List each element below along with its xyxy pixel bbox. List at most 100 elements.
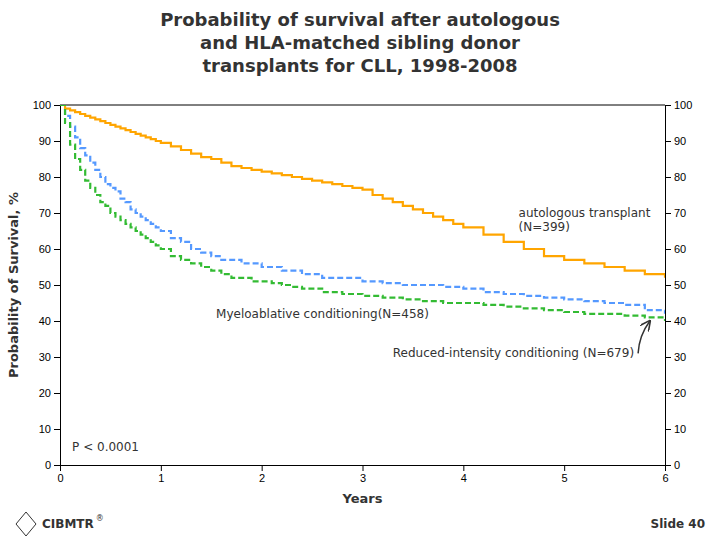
y2-axis: 0 10 20 30 40 50 60 70 80 90 100 bbox=[665, 99, 692, 471]
tick-label: 80 bbox=[674, 171, 686, 183]
tick-mark bbox=[665, 213, 671, 214]
series-label-line: Reduced-intensity conditioning (N=679) bbox=[393, 346, 634, 360]
tick: 50 bbox=[665, 279, 686, 291]
tick-label: 70 bbox=[674, 207, 686, 219]
tick-label: 60 bbox=[674, 243, 686, 255]
logo-diamond bbox=[16, 512, 36, 536]
tick-label: 60 bbox=[39, 243, 51, 255]
plot: 0123456010203040506070809010001020304050… bbox=[6, 99, 692, 506]
tick: 10 bbox=[39, 423, 60, 435]
axis-line bbox=[61, 466, 666, 472]
chart: Probability of survival after autologous… bbox=[0, 0, 720, 540]
tick-label: 3 bbox=[360, 472, 366, 484]
annotation: Slide 40 bbox=[651, 517, 705, 531]
tick-label: 20 bbox=[674, 387, 686, 399]
tick: 20 bbox=[665, 387, 686, 399]
tick: 90 bbox=[39, 135, 60, 147]
tick: 50 bbox=[39, 279, 60, 291]
tick-mark bbox=[665, 285, 671, 286]
x-axis-label: Years bbox=[342, 491, 383, 506]
tick-mark bbox=[54, 249, 60, 250]
tick-mark bbox=[54, 357, 60, 358]
tick-mark bbox=[665, 141, 671, 142]
series-line bbox=[60, 105, 665, 314]
tick-mark bbox=[262, 465, 263, 471]
annotation: CIBMTR bbox=[42, 517, 94, 531]
tick-label: 1 bbox=[158, 472, 164, 484]
tick: 60 bbox=[665, 243, 686, 255]
tick-mark bbox=[54, 465, 60, 466]
tick-label: 5 bbox=[562, 472, 568, 484]
tick-mark bbox=[54, 141, 60, 142]
axis-line bbox=[666, 106, 672, 466]
tick-label: 20 bbox=[39, 387, 51, 399]
tick-mark bbox=[54, 105, 60, 106]
tick-mark bbox=[665, 249, 671, 250]
tick-label: 50 bbox=[39, 279, 51, 291]
tick-label: 10 bbox=[674, 423, 686, 435]
series-label-line: autologous transplant bbox=[519, 206, 651, 220]
tick: 40 bbox=[665, 315, 686, 327]
title-line: transplants for CLL, 1998-2008 bbox=[202, 55, 517, 76]
tick: 6 bbox=[662, 465, 668, 484]
tick-label: 30 bbox=[39, 351, 51, 363]
tick-mark bbox=[54, 285, 60, 286]
series-group bbox=[60, 105, 665, 321]
tick: 70 bbox=[665, 207, 686, 219]
tick: 80 bbox=[665, 171, 686, 183]
tick-label: 0 bbox=[674, 459, 680, 471]
tick-mark bbox=[665, 357, 671, 358]
annotation-arrow bbox=[638, 321, 650, 353]
y-axis: 0 10 20 30 40 50 60 70 80 90 100 bbox=[33, 99, 61, 471]
tick-mark bbox=[665, 105, 671, 106]
tick-mark bbox=[665, 177, 671, 178]
tick-mark bbox=[54, 177, 60, 178]
tick: 10 bbox=[665, 423, 686, 435]
tick-mark bbox=[54, 393, 60, 394]
tick: 2 bbox=[259, 465, 265, 484]
tick: 80 bbox=[39, 171, 60, 183]
tick: 0 bbox=[665, 459, 680, 471]
tick-mark bbox=[363, 465, 364, 471]
tick-mark bbox=[665, 429, 671, 430]
y-axis-label: Probability of Survival, % bbox=[6, 192, 21, 378]
tick: 70 bbox=[39, 207, 60, 219]
tick-label: 2 bbox=[259, 472, 265, 484]
tick: 100 bbox=[33, 99, 60, 111]
tick-label: 80 bbox=[39, 171, 51, 183]
series-label-line: Myeloablative conditioning(N=458) bbox=[216, 306, 429, 320]
tick: 0 bbox=[45, 459, 60, 471]
tick-mark bbox=[161, 465, 162, 471]
tick: 1 bbox=[158, 465, 164, 484]
tick-label: 100 bbox=[674, 99, 692, 111]
tick-label: 90 bbox=[39, 135, 51, 147]
series-label: Reduced-intensity conditioning (N=679) bbox=[393, 346, 634, 360]
title-line: Probability of survival after autologous bbox=[160, 9, 560, 30]
series-line bbox=[60, 105, 665, 321]
tick: 20 bbox=[39, 387, 60, 399]
axis-line bbox=[54, 106, 61, 466]
tick: 90 bbox=[665, 135, 686, 147]
tick-label: 90 bbox=[674, 135, 686, 147]
tick-mark bbox=[54, 213, 60, 214]
x-axis: 0 1 2 3 4 5 6 bbox=[57, 465, 668, 484]
tick: 3 bbox=[360, 465, 366, 484]
tick-label: 4 bbox=[461, 472, 467, 484]
tick: 4 bbox=[461, 465, 467, 484]
tick-label: 30 bbox=[674, 351, 686, 363]
tick-label: 6 bbox=[662, 472, 668, 484]
series-label-line: (N=399) bbox=[519, 220, 570, 234]
tick-label: 10 bbox=[39, 423, 51, 435]
tick-mark bbox=[463, 465, 464, 471]
tick-label: 0 bbox=[57, 472, 63, 484]
tick: 40 bbox=[39, 315, 60, 327]
tick: 60 bbox=[39, 243, 60, 255]
tick-mark bbox=[665, 321, 671, 322]
tick-mark bbox=[665, 465, 671, 466]
tick-mark bbox=[54, 321, 60, 322]
tick: 0 bbox=[57, 465, 63, 484]
tick-label: 100 bbox=[33, 99, 51, 111]
annotation: P < 0.0001 bbox=[72, 440, 139, 454]
title-line: and HLA-matched sibling donor bbox=[200, 32, 520, 53]
tick-mark bbox=[54, 429, 60, 430]
